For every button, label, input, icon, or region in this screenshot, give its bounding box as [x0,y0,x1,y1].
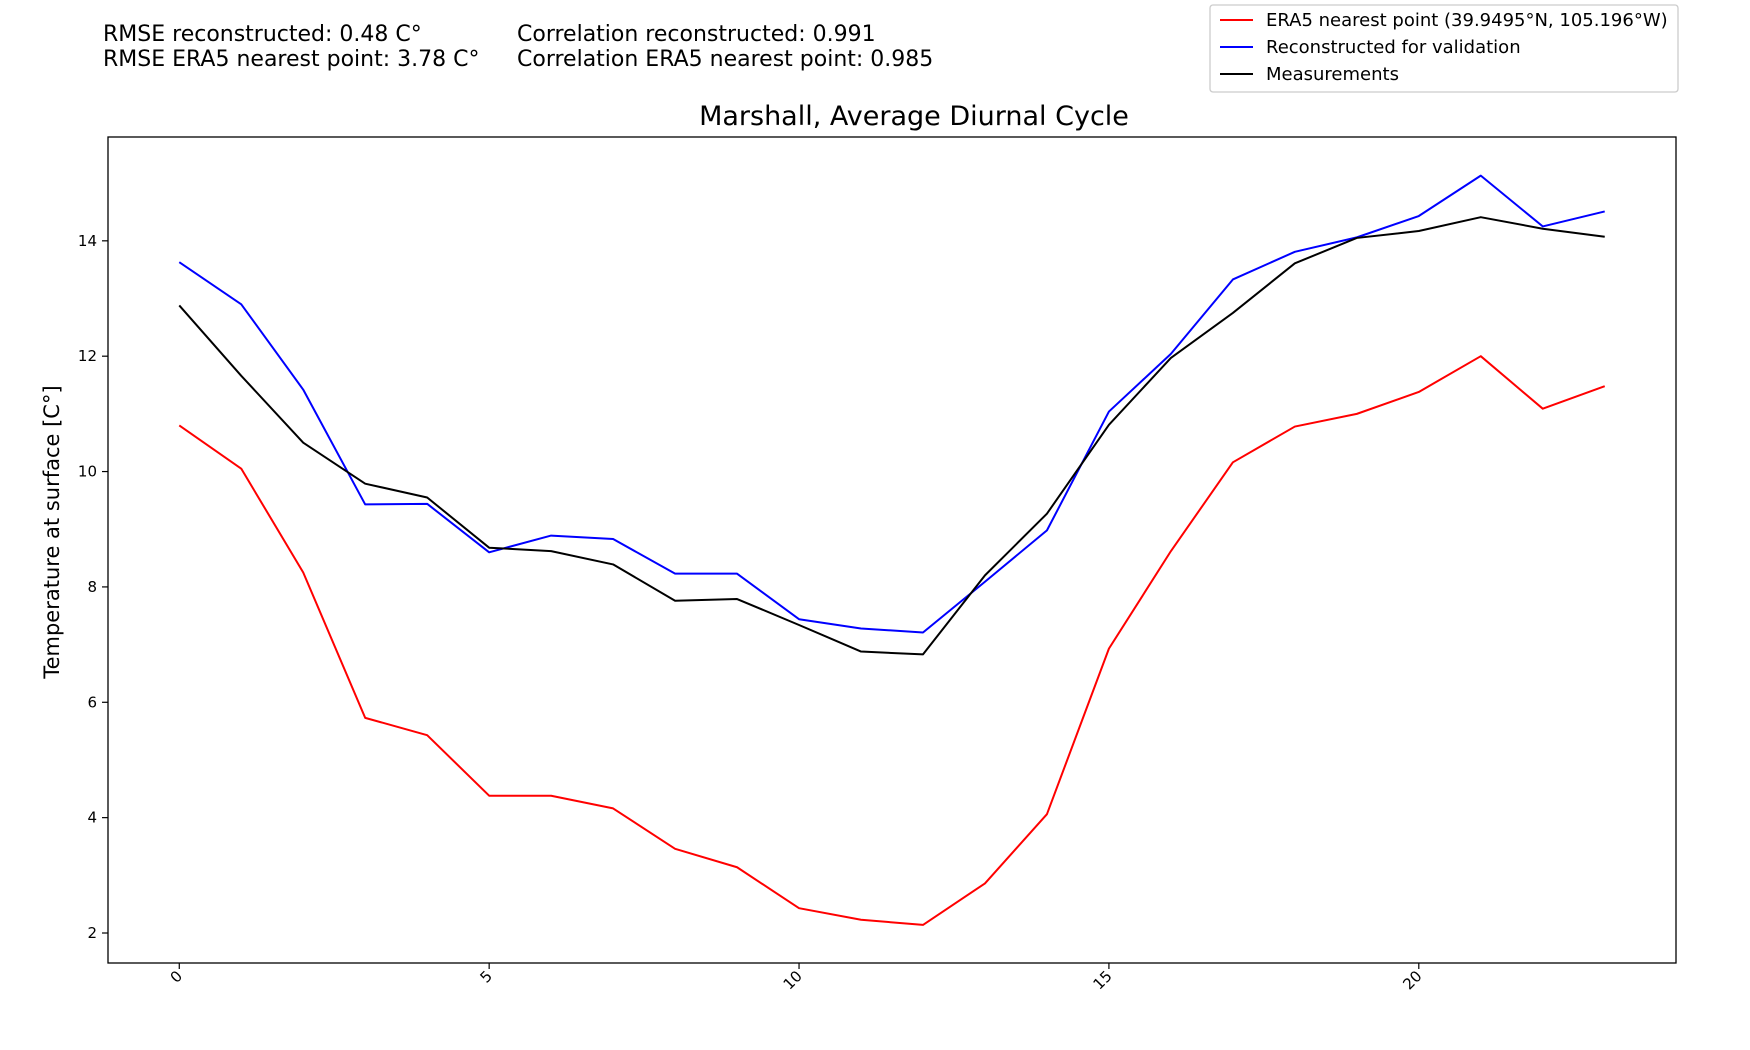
chart-title: Marshall, Average Diurnal Cycle [699,101,1129,132]
y-tick-label: 8 [87,578,97,596]
series-line-measurements [178,216,1605,656]
stat-rmse-reconstructed: RMSE reconstructed: 0.48 C° [103,22,422,47]
stat-corr-reconstructed: Correlation reconstructed: 0.991 [517,22,876,47]
x-tick-label: 15 [1090,967,1116,993]
y-tick-label: 14 [78,232,97,250]
stats-block: RMSE reconstructed: 0.48 C° RMSE ERA5 ne… [103,22,933,72]
y-axis-label: Temperature at surface [C°] [40,385,64,679]
y-tick-label: 2 [87,924,97,942]
x-tick-label: 20 [1399,967,1425,993]
series-line-era5 [178,355,1606,926]
y-tick-label: 12 [78,347,97,365]
stat-corr-era5: Correlation ERA5 nearest point: 0.985 [517,47,933,72]
legend-label-measurements: Measurements [1266,64,1399,85]
x-tick-label: 0 [167,967,186,986]
legend: ERA5 nearest point (39.9495°N, 105.196°W… [1209,4,1679,93]
x-tick-label: 10 [780,967,806,993]
y-tick-label: 6 [87,693,97,711]
x-axis-ticks: 0 5 10 15 20 [167,963,1426,993]
legend-box [1209,4,1679,93]
legend-label-reconstructed: Reconstructed for validation [1266,37,1521,58]
stat-rmse-era5: RMSE ERA5 nearest point: 3.78 C° [103,47,479,72]
y-tick-label: 10 [78,463,97,481]
x-tick-label: 5 [477,967,496,986]
legend-label-era5: ERA5 nearest point (39.9495°N, 105.196°W… [1266,10,1668,31]
y-tick-label: 4 [87,809,97,827]
series-line-reconstructed [178,174,1605,634]
series-lines [178,174,1606,926]
y-axis-ticks: 2 4 6 8 10 12 14 [78,232,108,942]
plot-area-frame [107,136,1677,964]
